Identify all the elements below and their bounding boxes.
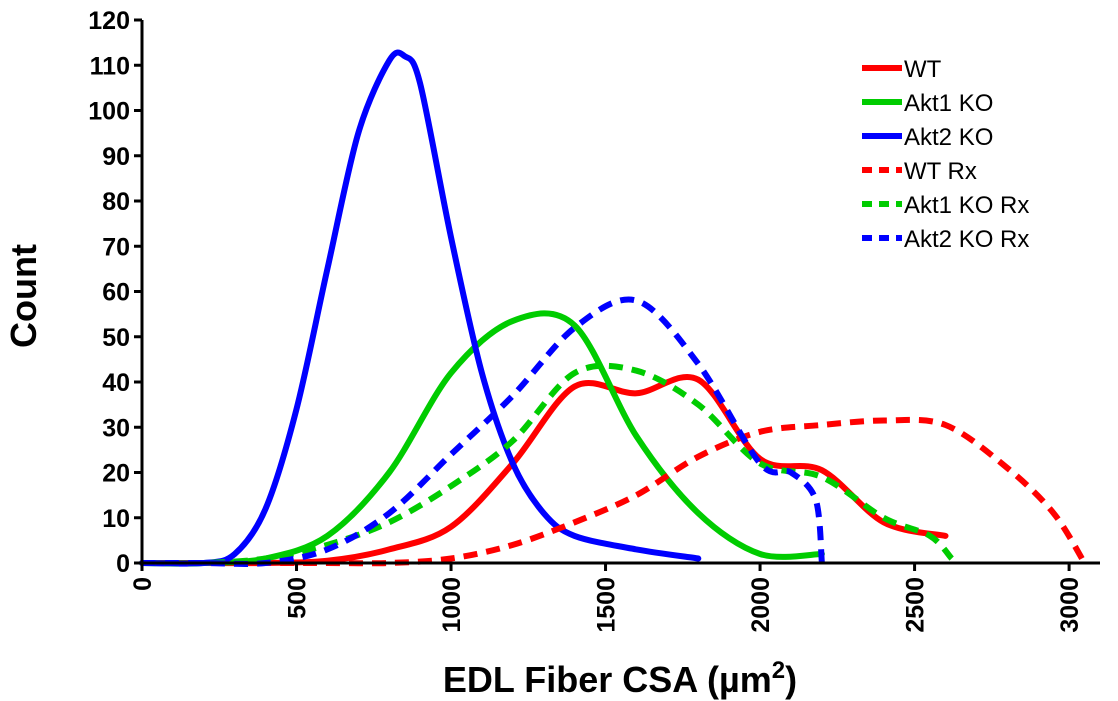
- y-tick-label: 30: [102, 414, 130, 442]
- x-tick-label: 2000: [747, 577, 775, 633]
- x-tick-label: 1500: [593, 577, 621, 633]
- x-axis-title-sup: 2: [772, 657, 785, 684]
- legend-label: WT: [904, 56, 942, 83]
- legend-label: Akt1 KO: [904, 90, 993, 117]
- y-tick-label: 120: [88, 7, 130, 35]
- x-axis-title: EDL Fiber CSA (µm2): [443, 657, 797, 700]
- y-tick-label: 20: [102, 460, 130, 488]
- x-tick-label: 0: [129, 577, 157, 591]
- x-tick-label: 500: [284, 577, 312, 619]
- y-tick-label: 0: [116, 550, 130, 578]
- y-tick-label: 70: [102, 233, 130, 261]
- y-tick-label: 10: [102, 505, 130, 533]
- y-tick-label: 80: [102, 188, 130, 216]
- legend: WT Akt1 KO Akt2 KO WT Rx Akt1 KO Rx Akt2 KO R…: [862, 56, 1029, 253]
- x-axis-title-close: ): [785, 659, 797, 700]
- legend-label: Akt2 KO Rx: [904, 226, 1029, 253]
- legend-label: WT Rx: [904, 158, 977, 185]
- series-line-akt1-ko-rx: [141, 362, 954, 567]
- legend-label: Akt2 KO: [904, 124, 993, 151]
- y-tick-label: 100: [88, 98, 130, 126]
- series-line-akt1-ko: [139, 310, 825, 567]
- x-tick-group: 0 500 1000 1500 2000 2500 3000: [129, 563, 1084, 633]
- y-tick-label: 90: [102, 143, 130, 171]
- series-layer: [139, 49, 1088, 567]
- series-line-wt-rx: [141, 416, 1088, 567]
- x-tick-label: 3000: [1056, 577, 1084, 633]
- x-tick-label: 1000: [438, 577, 466, 633]
- x-axis-title-main: EDL Fiber CSA (: [443, 659, 719, 700]
- y-tick-label: 40: [102, 369, 130, 397]
- series-line-akt2-ko: [139, 49, 702, 567]
- y-tick-label: 110: [90, 52, 130, 80]
- y-tick-group: 0 10 20 30 40 50 60 70 80 90 100 110 120: [88, 7, 142, 578]
- x-tick-label: 2500: [902, 577, 930, 633]
- series-line-akt2-ko-rx: [141, 296, 825, 567]
- x-axis-title-unit: µm: [719, 659, 772, 700]
- y-axis-title: Count: [3, 244, 44, 348]
- y-tick-label: 50: [102, 324, 130, 352]
- y-tick-label: 60: [102, 279, 130, 307]
- legend-label: Akt1 KO Rx: [904, 192, 1029, 219]
